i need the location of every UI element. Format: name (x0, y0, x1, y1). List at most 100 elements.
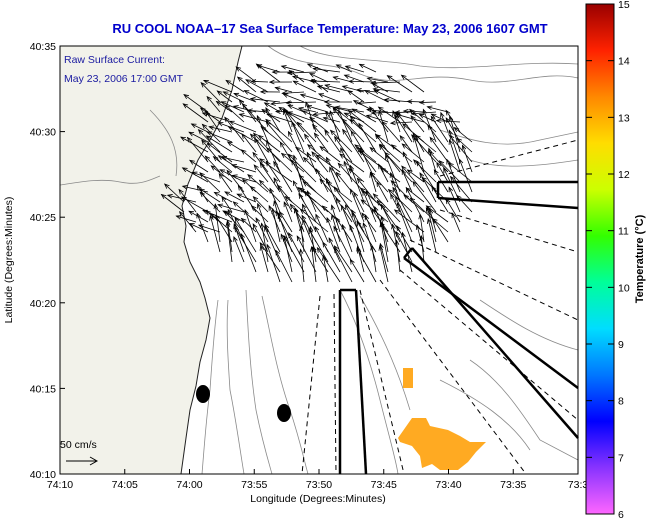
current-vector (247, 174, 269, 193)
current-vector (421, 176, 449, 203)
current-vector (225, 79, 245, 93)
current-vector (270, 101, 293, 106)
current-vector (313, 132, 329, 153)
current-vector (287, 104, 305, 113)
y-tick-label: 40:35 (30, 41, 56, 53)
current-vector (252, 151, 269, 173)
current-vector (323, 99, 353, 105)
current-vector (392, 110, 401, 133)
current-vector (377, 106, 401, 123)
current-vector (245, 79, 269, 93)
current-vector (448, 162, 473, 183)
current-vector (395, 230, 413, 263)
current-vector (319, 178, 341, 203)
current-vector (402, 108, 425, 114)
current-vector (249, 133, 269, 153)
current-vector (325, 110, 341, 133)
current-vector (430, 115, 449, 143)
current-vector (438, 160, 461, 183)
current-vector (334, 247, 353, 283)
current-vector (312, 66, 341, 73)
current-vector (449, 175, 473, 203)
current-vector (343, 74, 365, 83)
current-vector (391, 223, 401, 263)
current-vector (431, 218, 449, 233)
current-vector (259, 162, 281, 193)
colorbar-tick-label: 7 (618, 452, 624, 464)
current-vector (219, 169, 245, 183)
current-vector (350, 188, 365, 223)
current-vector (396, 111, 413, 133)
current-vector (234, 217, 257, 253)
current-vector (365, 114, 389, 123)
current-vector (364, 89, 389, 103)
current-vector (376, 181, 389, 203)
current-vector (400, 74, 425, 93)
current-vector (394, 239, 401, 273)
current-vector (334, 135, 353, 163)
colorbar-tick-label: 15 (618, 0, 630, 11)
current-vector (199, 191, 221, 213)
current-vector (430, 113, 449, 123)
current-vector (335, 64, 353, 73)
y-tick-label: 40:20 (30, 298, 56, 310)
legend-line-1: Raw Surface Current: (64, 54, 165, 66)
current-vector (213, 191, 233, 203)
current-vector (182, 103, 209, 123)
current-vector (217, 155, 245, 173)
current-vector (226, 169, 245, 193)
current-vector (304, 190, 329, 223)
current-vector (212, 156, 233, 173)
current-vector (448, 134, 473, 163)
current-vector (385, 154, 401, 193)
current-vector (448, 138, 461, 173)
x-tick-label: 74:10 (47, 479, 73, 491)
current-vector (315, 154, 341, 173)
x-axis: 74:10 74:05 74:00 73:55 73:50 73:45 73:40 73:35… (47, 469, 588, 491)
current-vector (456, 194, 473, 213)
current-vector (418, 100, 437, 105)
current-vector (356, 177, 377, 203)
current-vector (380, 215, 389, 253)
current-vector (341, 118, 365, 143)
current-vector (250, 205, 269, 223)
current-vector (410, 115, 425, 133)
current-vector (316, 85, 341, 93)
current-vector (307, 144, 329, 163)
current-vector (240, 149, 257, 163)
current-vector (344, 65, 365, 73)
sst-patches (398, 368, 486, 470)
current-vector (186, 136, 209, 163)
current-vector (406, 169, 425, 183)
y-axis: 40:35 40:30 40:25 40:20 40:15 40:10 (30, 41, 65, 481)
current-vector (366, 76, 389, 83)
current-vector (215, 100, 233, 113)
current-vector (389, 120, 413, 126)
legend-line-2: May 23, 2006 17:00 GMT (64, 73, 184, 85)
x-tick-label: 74:00 (176, 479, 202, 491)
current-vector (396, 202, 413, 243)
current-vector (426, 105, 449, 113)
current-vector (380, 203, 401, 243)
current-vector (318, 93, 341, 103)
current-vector (238, 113, 269, 123)
x-tick-label: 73:45 (371, 479, 397, 491)
current-vector (358, 63, 377, 73)
current-vector (240, 217, 257, 233)
current-vector (401, 168, 413, 193)
current-vector (409, 197, 437, 223)
current-vector (190, 123, 209, 133)
current-vector (395, 196, 413, 233)
current-vector (335, 171, 353, 193)
colorbar-tick-label: 14 (618, 56, 630, 68)
current-vector (418, 213, 425, 243)
x-axis-label: Longitude (Degrees:Minutes) (250, 493, 385, 505)
current-vector (325, 104, 353, 113)
current-vector (329, 166, 341, 193)
current-vector (351, 108, 377, 123)
current-vector (236, 76, 257, 93)
current-vector (309, 73, 329, 83)
current-vector (451, 212, 461, 233)
current-vector (266, 139, 281, 173)
current-vector (316, 246, 341, 283)
